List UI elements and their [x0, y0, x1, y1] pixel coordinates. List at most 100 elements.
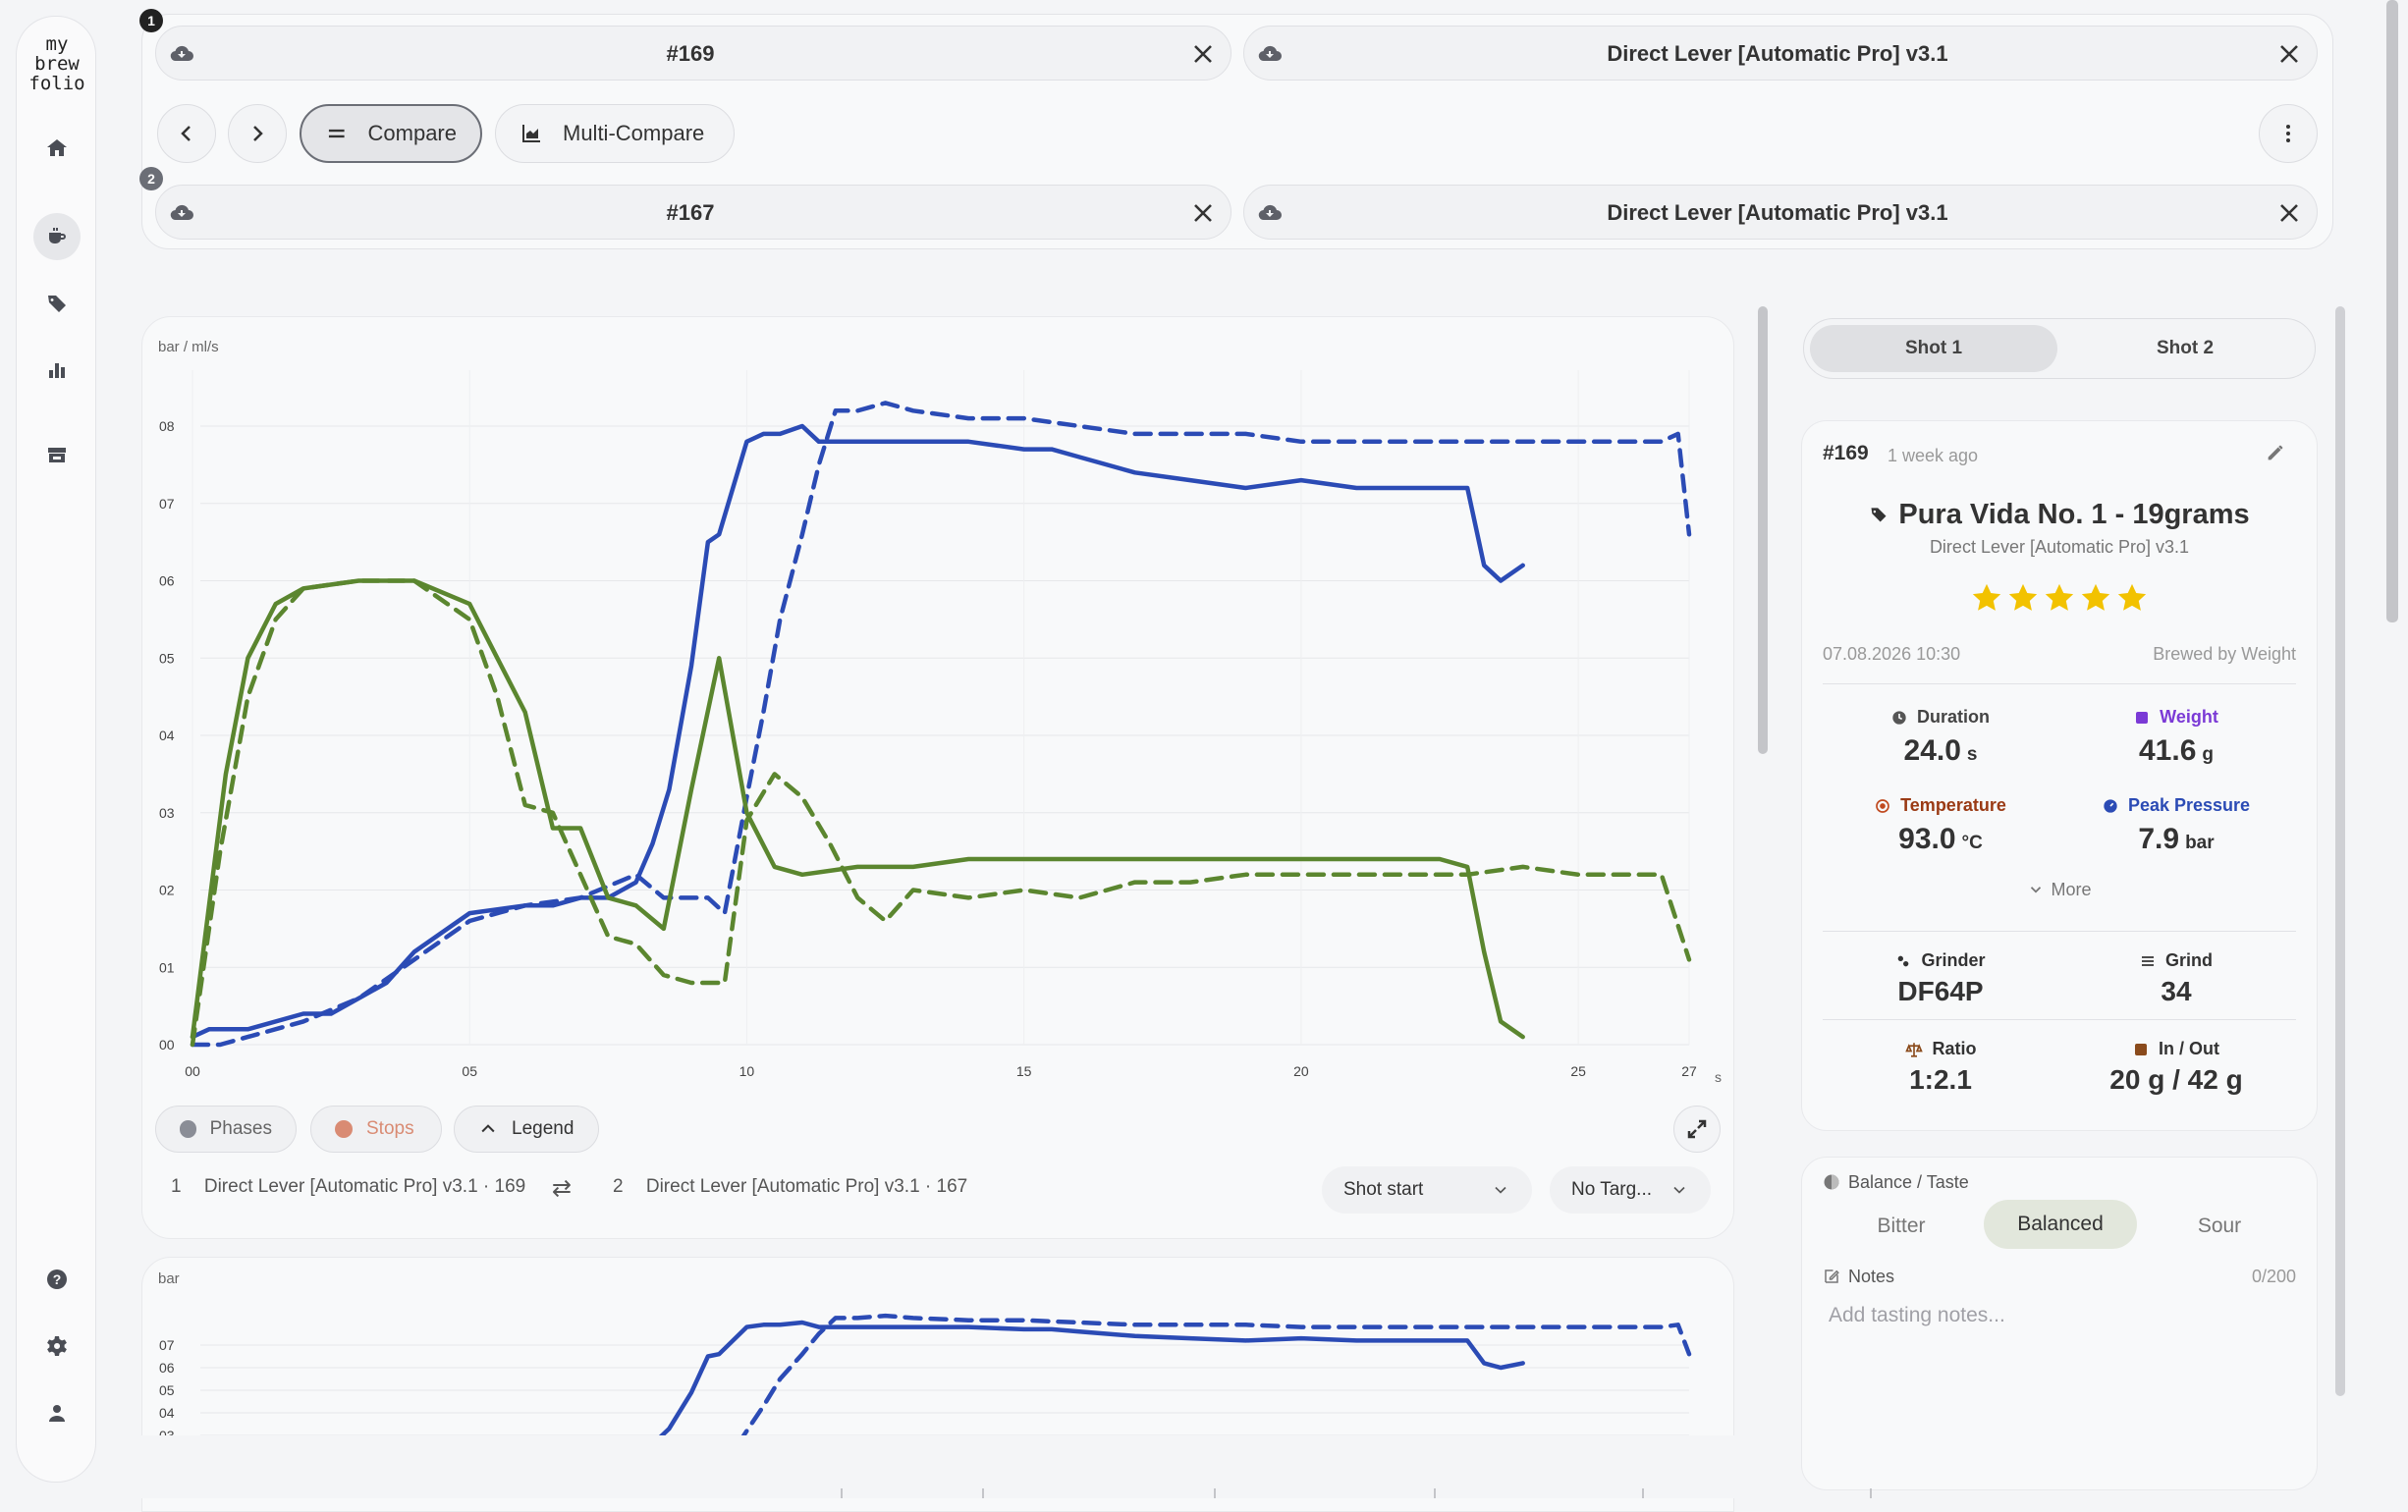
- cloud-icon: [170, 201, 193, 225]
- x-axis-label: s: [1715, 1069, 1722, 1085]
- series-line-flow-169: [190, 578, 1525, 1040]
- close-icon[interactable]: [2275, 40, 2303, 68]
- page-scrollbar[interactable]: [2386, 0, 2398, 622]
- star-icon[interactable]: [2043, 581, 2076, 615]
- legend-entry-1: 1 Direct Lever [Automatic Pro] v3.1 · 16…: [171, 1176, 525, 1198]
- bottom-tick: [1434, 1488, 1436, 1498]
- chevron-right-icon: [253, 126, 263, 141]
- detail-scrollbar[interactable]: [2335, 306, 2345, 1396]
- logo-line-3: folio: [28, 73, 85, 94]
- tab-shot-1[interactable]: Shot 1: [1810, 325, 2057, 372]
- more-stats-button[interactable]: More: [1803, 880, 2316, 900]
- brew-mode: Brewed by Weight: [2153, 644, 2296, 664]
- chevron-left-icon: [181, 126, 191, 141]
- nav-home[interactable]: [33, 125, 81, 172]
- series-line-pressure-169: [190, 423, 1525, 1040]
- close-icon[interactable]: [1189, 40, 1217, 68]
- equals-icon: [328, 129, 345, 138]
- slot-1-shot-select[interactable]: #169: [155, 26, 1231, 81]
- slot-1-profile-select[interactable]: Direct Lever [Automatic Pro] v3.1: [1243, 26, 2318, 81]
- pressure-line-167: [740, 1313, 1692, 1435]
- close-icon[interactable]: [1189, 199, 1217, 227]
- page-bottom-fade: [122, 1435, 1742, 1498]
- taste-bitter[interactable]: Bitter: [1877, 1215, 1926, 1237]
- legend-toggle[interactable]: Legend: [454, 1106, 599, 1153]
- y-tick-label: 03: [159, 1428, 175, 1435]
- taste-sour[interactable]: Sour: [2197, 1215, 2242, 1237]
- logo-line-2: brew: [34, 53, 80, 75]
- note-edit-icon: [1825, 1269, 1839, 1283]
- notes-label: Notes: [1823, 1267, 1894, 1287]
- chart-scrollbar[interactable]: [1758, 306, 1768, 754]
- balance-scale-icon: [1904, 1042, 1923, 1057]
- previous-button[interactable]: [157, 104, 216, 163]
- bean-title[interactable]: Pura Vida No. 1 - 19grams: [1803, 499, 2316, 531]
- clock-icon: [1892, 710, 1906, 725]
- temperature-value: 93.0 °C: [1898, 823, 1983, 855]
- duration-label: Duration: [1823, 707, 2058, 728]
- fullscreen-button[interactable]: [1673, 1106, 1721, 1153]
- tab-shot-2[interactable]: Shot 2: [2156, 338, 2215, 358]
- bottom-tick: [841, 1488, 843, 1498]
- nav-help[interactable]: ?: [33, 1256, 81, 1303]
- chevron-up-icon: [481, 1124, 495, 1133]
- multi-compare-button[interactable]: Multi-Compare: [495, 104, 735, 163]
- nav-store[interactable]: [33, 431, 81, 478]
- help-icon: ?: [47, 1269, 67, 1289]
- phases-toggle[interactable]: Phases: [155, 1106, 297, 1153]
- y-axis-label: bar: [158, 1270, 180, 1287]
- target-select[interactable]: No Targ...: [1550, 1166, 1711, 1214]
- close-icon[interactable]: [2275, 199, 2303, 227]
- next-button[interactable]: [228, 104, 287, 163]
- bean-name: Pura Vida No. 1 - 19grams: [1898, 499, 2250, 530]
- logo-line-1: my: [45, 33, 69, 55]
- y-tick-label: 03: [159, 805, 175, 821]
- chevron-down-icon: [2031, 887, 2042, 893]
- slot-2-shot-select[interactable]: #167: [155, 185, 1231, 240]
- taste-title: Balance / Taste: [1823, 1172, 1969, 1193]
- divider: [1823, 1019, 2296, 1020]
- app-logo[interactable]: my brew folio: [17, 34, 97, 93]
- shot-comparison-chart[interactable]: bar / ml/s 00 01 02 03 04 05 06 07 08 00 05 10 15 20 25…: [141, 316, 1734, 1102]
- profile-name: Direct Lever [Automatic Pro] v3.1: [1929, 537, 2190, 557]
- alignment-select[interactable]: Shot start: [1322, 1166, 1532, 1214]
- thermometer-icon: [1876, 798, 1889, 813]
- bottom-tick: [982, 1488, 984, 1498]
- slot-2-badge: 2: [139, 167, 163, 190]
- chevron-down-icon: [1495, 1186, 1506, 1194]
- star-icon[interactable]: [2079, 581, 2112, 615]
- y-tick-label: 05: [159, 650, 175, 666]
- star-icon[interactable]: [1970, 581, 2003, 615]
- tag-icon: [48, 296, 66, 312]
- nav-shots[interactable]: [33, 213, 81, 260]
- bottom-tick: [1642, 1488, 1644, 1498]
- x-tick-label: 00: [185, 1063, 200, 1079]
- pressure-chart[interactable]: bar 07 06 05 04 03: [141, 1257, 1734, 1435]
- stops-toggle[interactable]: Stops: [310, 1106, 442, 1153]
- divider: [1823, 683, 2296, 684]
- star-icon[interactable]: [2115, 581, 2149, 615]
- series-line-pressure-167: [190, 401, 1692, 1048]
- nav-profile[interactable]: [33, 1389, 81, 1436]
- bar-chart-icon: [49, 363, 65, 378]
- edit-icon[interactable]: [2265, 442, 2288, 465]
- notes-input[interactable]: Add tasting notes...: [1829, 1304, 2005, 1326]
- store-icon: [48, 448, 66, 462]
- star-icon[interactable]: [2006, 581, 2040, 615]
- alignment-value: Shot start: [1343, 1179, 1424, 1200]
- home-icon: [47, 139, 67, 156]
- nav-beans[interactable]: [33, 280, 81, 327]
- nav-stats[interactable]: [33, 347, 81, 394]
- nav-settings[interactable]: [33, 1323, 81, 1370]
- weight-value: 41.6 g: [2139, 734, 2214, 767]
- legend-1-number: 1: [171, 1176, 182, 1197]
- in-out-value: 20 g / 42 g: [2109, 1064, 2243, 1095]
- slot-2-profile-select[interactable]: Direct Lever [Automatic Pro] v3.1: [1243, 185, 2318, 240]
- y-tick-label: 00: [159, 1037, 175, 1053]
- phases-label: Phases: [209, 1118, 272, 1139]
- swap-icon[interactable]: ⇄: [552, 1175, 573, 1202]
- bottom-tick: [1870, 1488, 1872, 1498]
- taste-balanced[interactable]: Balanced: [1984, 1200, 2137, 1249]
- compare-mode-button[interactable]: Compare: [300, 104, 482, 163]
- more-options-button[interactable]: [2259, 104, 2318, 163]
